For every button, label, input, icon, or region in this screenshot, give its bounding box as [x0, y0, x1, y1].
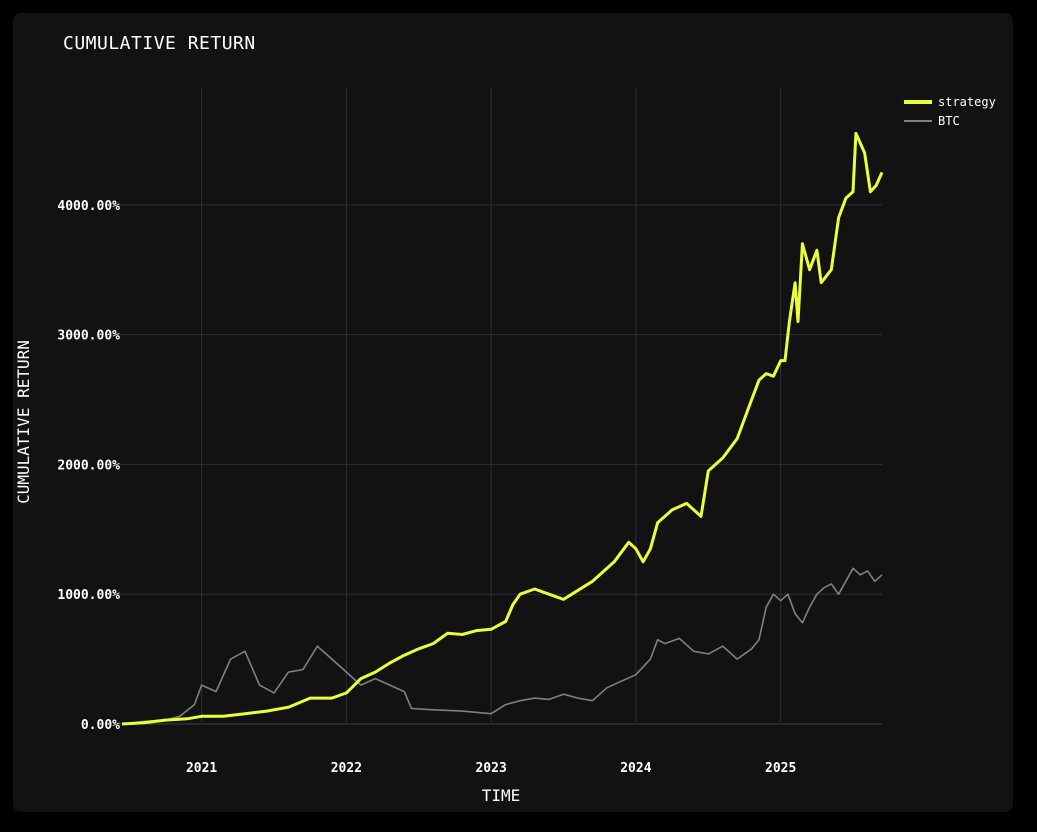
y-tick-labels: 0.00% 1000.00% 2000.00% 3000.00% 4000.00%	[57, 199, 120, 733]
legend-label-strategy: strategy	[938, 95, 996, 109]
x-tick-label: 2024	[620, 761, 651, 776]
chart-card	[13, 13, 1013, 812]
series-layer	[121, 131, 884, 726]
series-line-strategy	[121, 131, 884, 726]
y-tick-label: 1000.00%	[57, 588, 120, 603]
y-tick-label: 4000.00%	[57, 199, 120, 214]
y-axis-title: CUMULATIVE RETURN	[14, 340, 33, 504]
x-tick-label: 2021	[186, 761, 217, 776]
x-axis-title: TIME	[482, 786, 521, 805]
y-tick-label: 3000.00%	[57, 329, 120, 344]
x-tick-label: 2025	[765, 761, 796, 776]
x-tick-labels: 2021 2022 2023 2024 2025	[186, 761, 796, 776]
legend: strategy BTC	[904, 95, 996, 128]
series-line-btc	[121, 567, 883, 725]
y-tick-label: 0.00%	[81, 718, 120, 733]
x-gridlines	[201, 88, 782, 722]
x-tick-label: 2022	[331, 761, 362, 776]
x-tick-label: 2023	[475, 761, 506, 776]
y-gridlines	[118, 204, 882, 725]
legend-label-btc: BTC	[938, 114, 960, 128]
y-tick-label: 2000.00%	[57, 458, 120, 473]
chart-title: CUMULATIVE RETURN	[63, 33, 256, 54]
